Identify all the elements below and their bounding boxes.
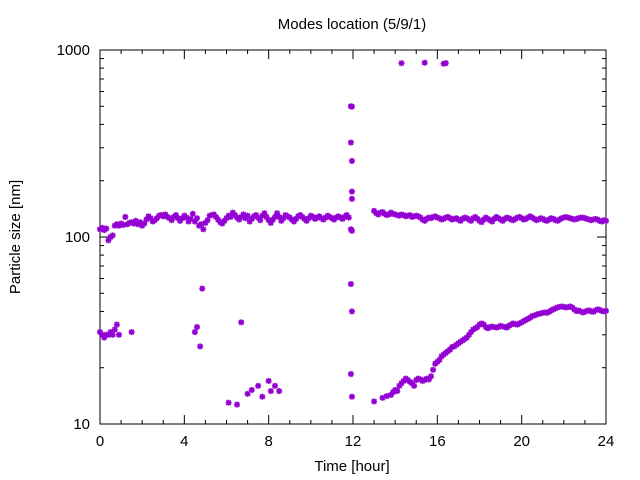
y-axis-label: Particle size [nm]	[7, 180, 24, 294]
data-point	[398, 60, 405, 67]
data-point	[200, 226, 207, 233]
data-point	[115, 331, 122, 338]
data-point	[348, 308, 355, 315]
data-point	[603, 307, 609, 314]
data-point	[347, 281, 354, 288]
data-point	[267, 388, 274, 395]
data-point	[428, 373, 435, 380]
data-point	[257, 217, 264, 224]
data-point	[109, 331, 116, 338]
data-point	[348, 195, 355, 202]
data-point	[265, 377, 272, 384]
x-axis: 0 4 8 12 16 20 24	[96, 50, 615, 450]
data-point	[238, 319, 245, 326]
x-tick-label: 16	[429, 433, 446, 450]
data-point	[411, 382, 418, 389]
data-point	[371, 398, 378, 405]
x-tick-label: 0	[96, 433, 104, 450]
data-points	[97, 59, 609, 408]
data-point	[197, 343, 204, 350]
data-point	[430, 366, 437, 373]
data-point	[187, 215, 194, 222]
data-point	[122, 213, 129, 220]
data-point	[348, 103, 355, 110]
data-point	[193, 215, 200, 222]
y-tick-label: 10	[73, 416, 90, 433]
data-point	[442, 60, 449, 67]
data-point	[199, 285, 206, 292]
x-tick-label: 24	[598, 433, 615, 450]
data-point	[225, 399, 232, 406]
y-tick-label: 1000	[57, 42, 90, 59]
data-point	[348, 227, 355, 234]
chart-title: Modes location (5/9/1)	[278, 16, 426, 33]
data-point	[271, 382, 278, 389]
x-tick-label: 12	[345, 433, 362, 450]
data-point	[276, 388, 283, 395]
y-tick-label: 100	[65, 229, 90, 246]
x-axis-label: Time [hour]	[314, 458, 389, 475]
data-point	[113, 321, 120, 328]
data-point	[348, 157, 355, 164]
plot-area	[99, 49, 607, 425]
data-point	[128, 329, 135, 336]
data-point	[421, 59, 428, 66]
data-point	[109, 232, 116, 239]
data-point	[345, 214, 352, 221]
data-point	[347, 139, 354, 146]
x-tick-label: 4	[180, 433, 188, 450]
data-point	[348, 188, 355, 195]
data-point	[103, 225, 110, 232]
data-point	[394, 388, 401, 395]
data-point	[347, 371, 354, 378]
y-axis: 10 100 1000	[57, 42, 606, 433]
data-point	[348, 393, 355, 400]
data-point	[189, 210, 196, 217]
data-point	[234, 401, 241, 408]
x-tick-label: 20	[513, 433, 530, 450]
data-point	[255, 382, 262, 389]
data-point	[259, 393, 266, 400]
data-point	[248, 386, 255, 393]
data-point	[244, 390, 251, 397]
data-point	[193, 324, 200, 331]
data-point	[191, 329, 198, 336]
data-point	[111, 326, 118, 333]
data-point	[603, 217, 609, 224]
x-tick-label: 8	[264, 433, 272, 450]
